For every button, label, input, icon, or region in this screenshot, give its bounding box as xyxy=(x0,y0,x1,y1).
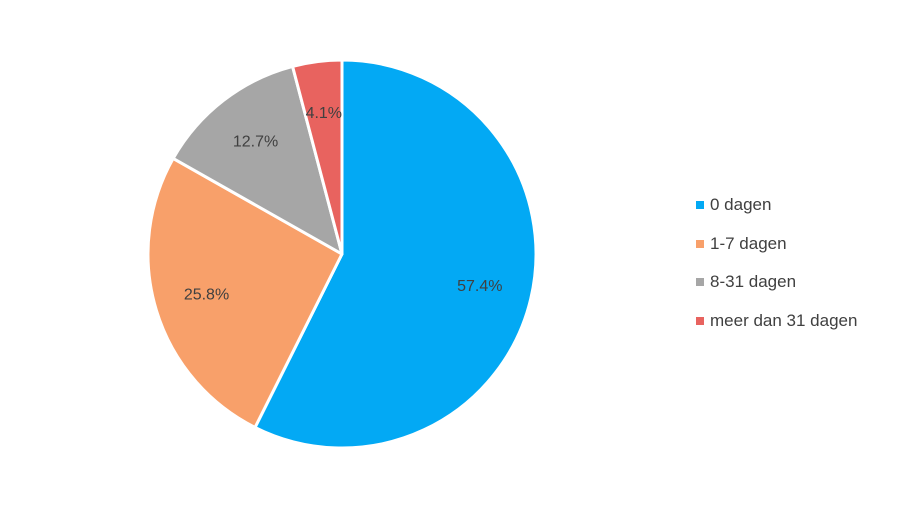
legend-item-1: 0 dagen xyxy=(696,186,896,225)
legend-label: 1-7 dagen xyxy=(710,233,787,253)
pie-slice-3 xyxy=(171,64,344,256)
legend-item-3: 8-31 dagen xyxy=(696,263,896,302)
pie-slice-1 xyxy=(253,58,538,450)
pie-data-label-3: 12.7% xyxy=(233,133,278,150)
legend-swatch xyxy=(696,316,704,325)
pie-slices xyxy=(146,58,538,450)
legend-label: 0 dagen xyxy=(710,195,772,215)
pie-data-labels: 57.4% 25.8% 12.7% 4.1% xyxy=(184,105,503,304)
pie-data-label-4: 4.1% xyxy=(306,105,342,122)
legend-swatch xyxy=(696,278,704,287)
pie-slice-2 xyxy=(146,156,344,429)
legend-swatch xyxy=(696,239,704,248)
pie-data-label-2: 25.8% xyxy=(184,287,229,304)
pie-slice-4 xyxy=(291,58,344,256)
legend-item-4: meer dan 31 dagen xyxy=(696,302,896,341)
legend-swatch xyxy=(696,201,704,210)
pie-data-label-1: 57.4% xyxy=(457,278,502,295)
legend-item-2: 1-7 dagen xyxy=(696,225,896,264)
chart-legend: 0 dagen 1-7 dagen 8-31 dagen meer dan 31 da… xyxy=(696,186,896,340)
legend-label: meer dan 31 dagen xyxy=(710,310,858,330)
legend-label: 8-31 dagen xyxy=(710,272,797,292)
